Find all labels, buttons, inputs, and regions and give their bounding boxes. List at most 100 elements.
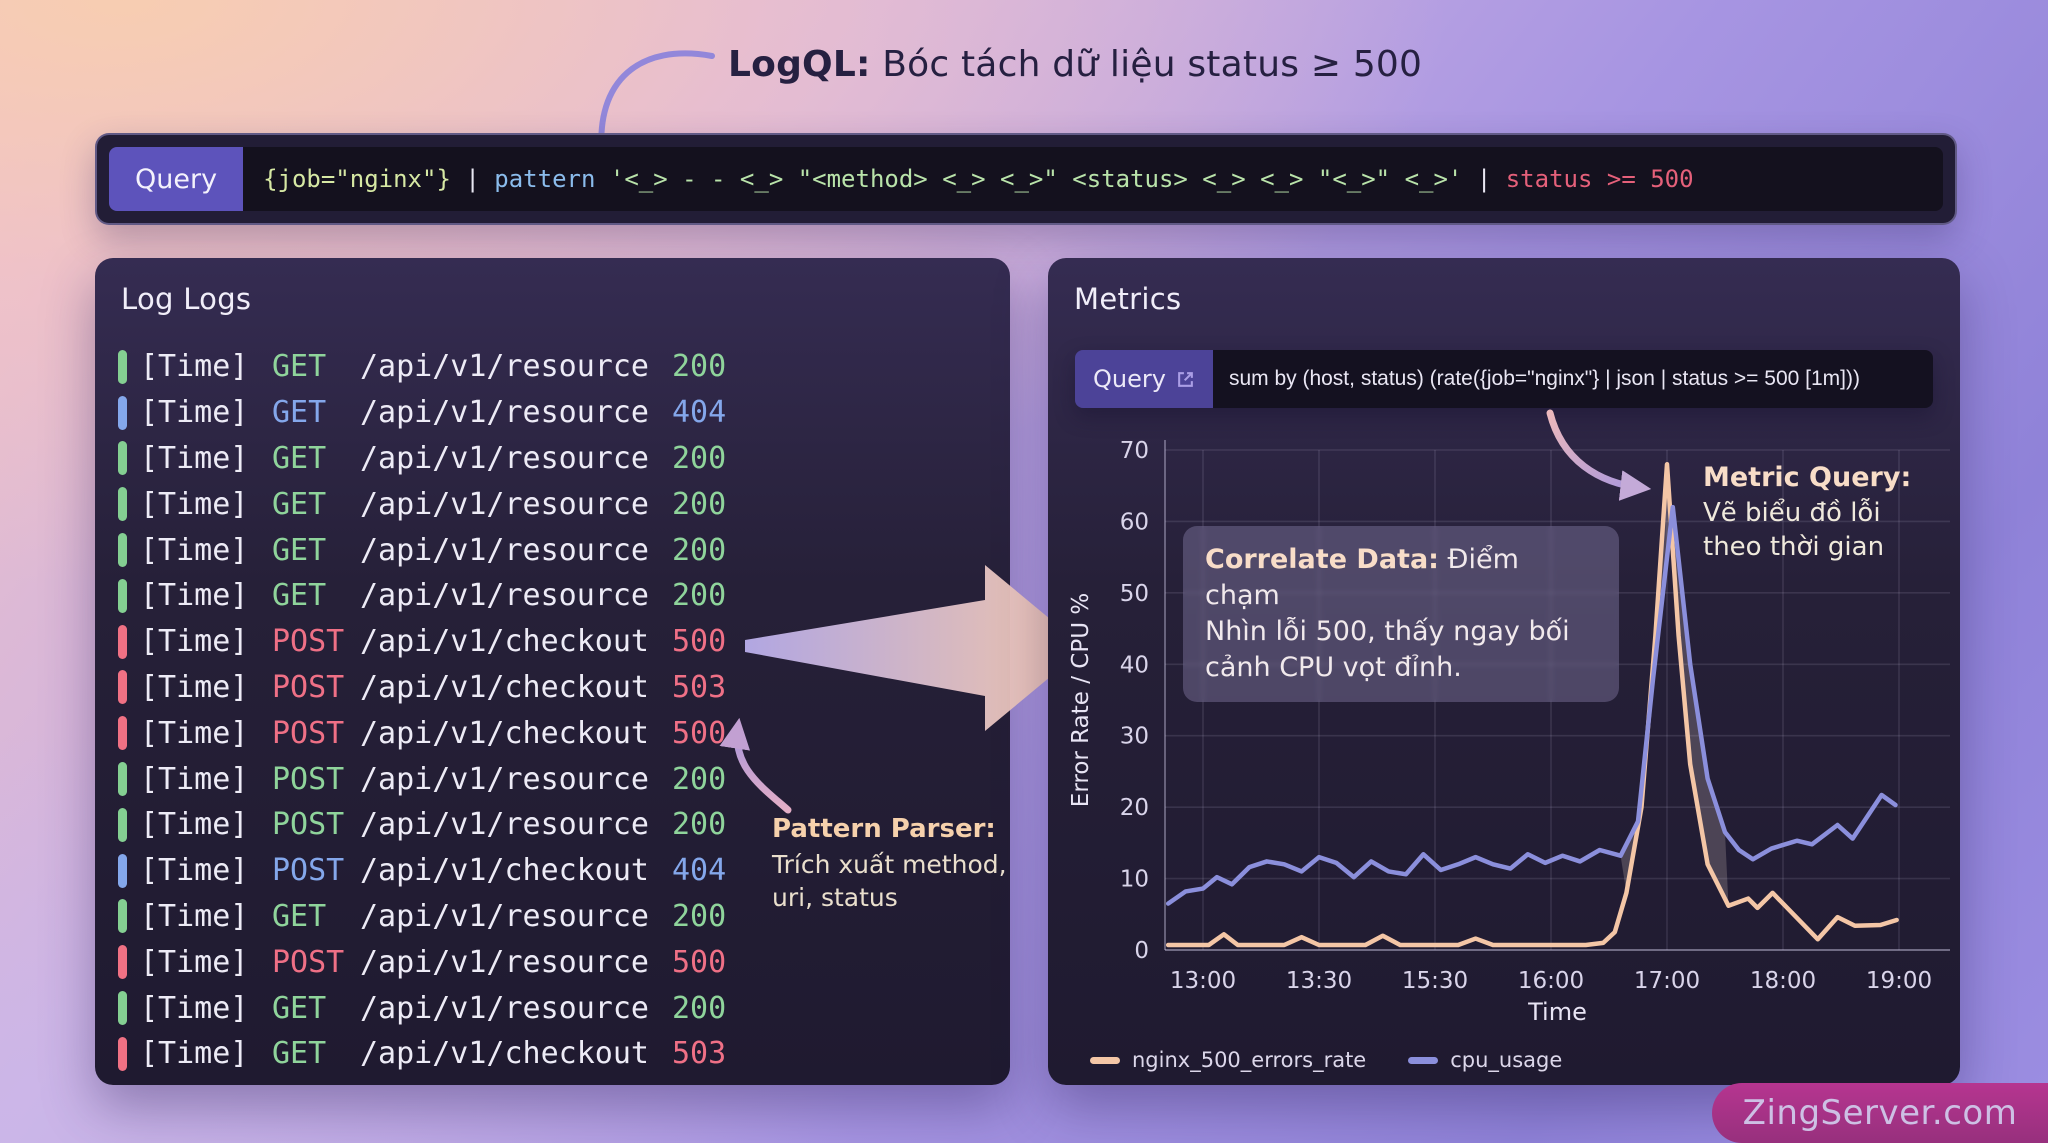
log-status: 200: [672, 578, 727, 614]
y-tick-label: 70: [1120, 438, 1149, 464]
metric-query-note-line2: theo thời gian: [1703, 531, 1885, 562]
legend-item[interactable]: cpu_usage: [1408, 1048, 1562, 1072]
log-status: 200: [672, 440, 727, 476]
log-row[interactable]: [Time] POST/api/v1/checkout 500: [95, 619, 1010, 665]
log-panel-title: Log Logs: [121, 282, 252, 316]
log-row[interactable]: [Time] GET/api/v1/resource 200: [95, 527, 1010, 573]
query-label-chip: Query: [109, 147, 244, 211]
log-row[interactable]: [Time] POST/api/v1/checkout 404: [95, 848, 1010, 894]
log-time: [Time]: [140, 761, 249, 797]
log-status: 200: [672, 532, 727, 568]
query-segment: pattern: [494, 165, 596, 193]
log-logs-panel: Log Logs [Time] GET/api/v1/resource 200 [Ti…: [95, 258, 1010, 1085]
log-time: [Time]: [140, 578, 249, 614]
query-segment: {job="nginx"}: [263, 165, 451, 193]
log-rows-list: [Time] GET/api/v1/resource 200 [Time] GET/ap…: [95, 344, 1010, 1077]
correlate-note-line3: cảnh CPU vọt đỉnh.: [1205, 651, 1462, 683]
status-indicator-bar: [118, 441, 127, 476]
query-segment: status >= 500: [1505, 165, 1694, 193]
pattern-parser-note-line1: Trích xuất method,: [772, 850, 1007, 880]
query-segment: |: [450, 165, 495, 193]
log-row[interactable]: [Time] GET/api/v1/resource 200: [95, 344, 1010, 390]
legend-label: cpu_usage: [1450, 1048, 1563, 1072]
status-indicator-bar: [118, 853, 127, 888]
log-path: /api/v1/resource: [360, 395, 649, 431]
external-link-icon[interactable]: [1176, 370, 1195, 389]
log-status: 200: [672, 761, 727, 797]
log-time: [Time]: [140, 349, 249, 385]
log-path: /api/v1/resource: [360, 440, 649, 476]
query-segment: '<_> - - <_> "<method> <_> <_>" <status>…: [595, 165, 1463, 193]
metric-query-note-title: Metric Query:: [1703, 462, 1912, 493]
page-title-keyword: LogQL:: [728, 44, 871, 85]
log-time: [Time]: [140, 853, 249, 889]
log-time: [Time]: [140, 990, 249, 1026]
legend-color-dash-icon: [1090, 1056, 1120, 1064]
page-title-text: Bóc tách dữ liệu status ≥ 500: [870, 44, 1423, 85]
log-path: /api/v1/resource: [360, 990, 649, 1026]
log-time: [Time]: [140, 944, 249, 980]
legend-color-dash-icon: [1408, 1056, 1439, 1064]
log-row[interactable]: [Time] GET/api/v1/resource 200: [95, 894, 1010, 940]
log-path: /api/v1/resource: [360, 486, 649, 522]
log-method: POST: [272, 624, 345, 660]
metrics-panel-title: Metrics: [1074, 282, 1182, 316]
x-tick-label: 15:30: [1402, 968, 1468, 994]
watermark-badge: ZingServer.com: [1712, 1083, 2048, 1143]
log-row[interactable]: [Time] POST/api/v1/resource 200: [95, 802, 1010, 848]
log-status: 404: [672, 853, 727, 889]
status-indicator-bar: [118, 899, 127, 934]
log-row[interactable]: [Time] POST/api/v1/resource 200: [95, 756, 1010, 802]
log-method: POST: [272, 944, 345, 980]
legend-item[interactable]: nginx_500_errors_rate: [1090, 1048, 1366, 1072]
log-path: /api/v1/resource: [360, 532, 649, 568]
log-method: GET: [272, 578, 327, 614]
log-time: [Time]: [140, 395, 249, 431]
log-status: 500: [672, 715, 727, 751]
log-method: POST: [272, 669, 345, 705]
y-tick-label: 10: [1120, 867, 1149, 893]
log-status: 200: [672, 807, 727, 843]
log-row[interactable]: [Time] POST/api/v1/checkout 503: [95, 665, 1010, 711]
log-time: [Time]: [140, 532, 249, 568]
log-path: /api/v1/resource: [360, 578, 649, 614]
correlate-note-line1: Điểm chạm: [1205, 544, 1519, 611]
status-indicator-bar: [118, 1036, 127, 1071]
metrics-query-label-chip: Query: [1075, 350, 1213, 408]
log-time: [Time]: [140, 669, 249, 705]
pattern-parser-note: Pattern Parser: Trích xuất method, uri, …: [772, 812, 1032, 914]
correlate-note-title: Correlate Data:: [1205, 544, 1439, 575]
metric-query-note: Metric Query: Vẽ biểu đồ lỗi theo thời g…: [1703, 460, 1943, 565]
log-status: 500: [672, 624, 727, 660]
log-path: /api/v1/checkout: [360, 715, 649, 751]
log-row[interactable]: [Time] GET/api/v1/resource 200: [95, 481, 1010, 527]
log-method: GET: [272, 990, 327, 1026]
logql-query-input[interactable]: {job="nginx"} | pattern '<_> - - <_> "<m…: [243, 147, 1943, 211]
log-row[interactable]: [Time] GET/api/v1/resource 404: [95, 390, 1010, 436]
pattern-parser-note-title: Pattern Parser:: [772, 814, 996, 844]
logql-query-bar: Query {job="nginx"} | pattern '<_> - - <…: [95, 133, 1957, 225]
log-method: GET: [272, 395, 327, 431]
log-path: /api/v1/checkout: [360, 669, 649, 705]
y-tick-label: 20: [1120, 795, 1149, 821]
log-row[interactable]: [Time] POST/api/v1/resource 500: [95, 939, 1010, 985]
log-method: GET: [272, 1036, 327, 1072]
log-row[interactable]: [Time] GET/api/v1/resource 200: [95, 436, 1010, 482]
log-path: /api/v1/resource: [360, 349, 649, 385]
metrics-query-input[interactable]: sum by (host, status) (rate({job="nginx"…: [1212, 350, 1933, 408]
log-row[interactable]: [Time] GET/api/v1/resource 200: [95, 573, 1010, 619]
log-status: 200: [672, 990, 727, 1026]
log-time: [Time]: [140, 624, 249, 660]
log-row[interactable]: [Time] GET/api/v1/resource 200: [95, 985, 1010, 1031]
pattern-parser-note-line2: uri, status: [772, 883, 898, 913]
y-tick-label: 60: [1120, 509, 1149, 535]
y-tick-label: 50: [1120, 581, 1149, 607]
status-indicator-bar: [118, 624, 127, 659]
status-indicator-bar: [118, 349, 127, 384]
log-method: POST: [272, 715, 345, 751]
log-row[interactable]: [Time] POST/api/v1/checkout 500: [95, 710, 1010, 756]
log-time: [Time]: [140, 1036, 249, 1072]
watermark-text: ZingServer.com: [1742, 1093, 2018, 1133]
log-status: 503: [672, 669, 727, 705]
log-row[interactable]: [Time] GET/api/v1/checkout 503: [95, 1031, 1010, 1077]
